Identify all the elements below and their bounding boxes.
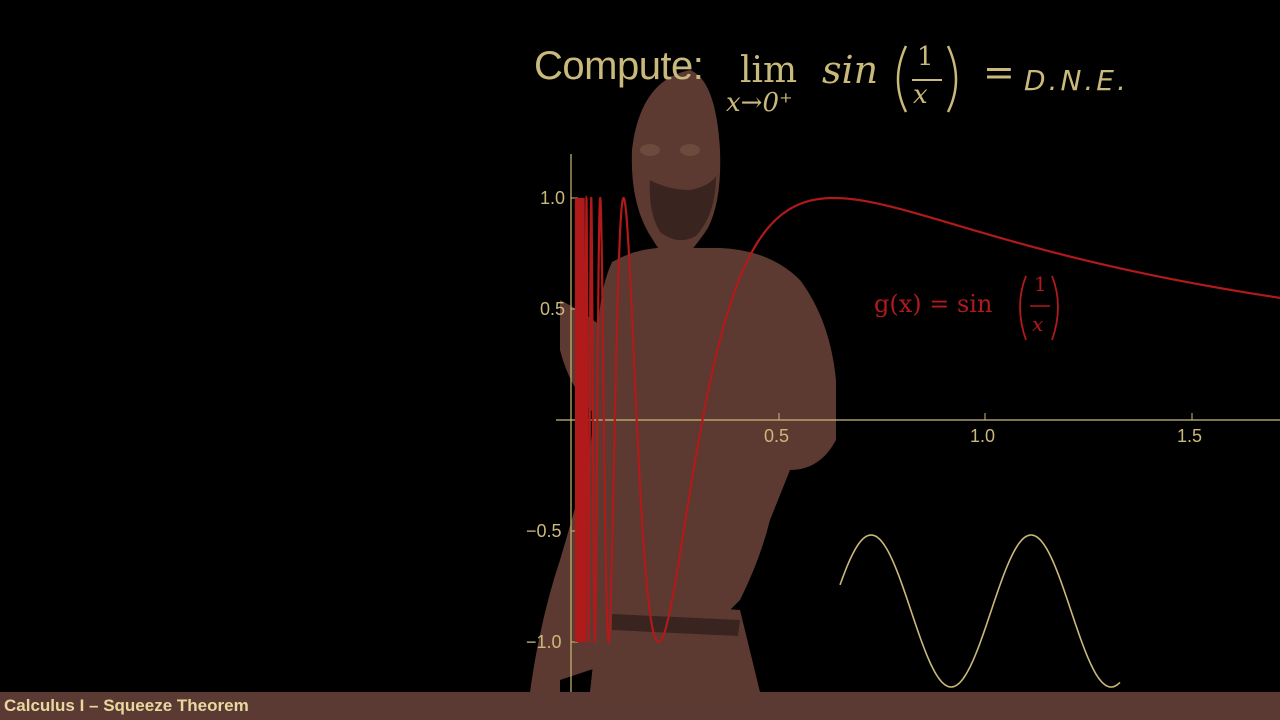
lecture-title: Calculus I – Squeeze Theorem [4,696,249,715]
x-tick-label: 1.0 [970,426,996,446]
hand-drawn-sine-sketch [839,534,1121,688]
limit-operator: lim [740,50,798,91]
graph [556,154,1280,692]
y-tick-label: −0.5 [526,521,562,541]
function-label: g(x) = sin [874,290,993,318]
lecturer-figure [530,70,836,692]
x-tick-label: 0.5 [764,426,790,446]
equals-sign: = [983,50,1015,94]
y-tick-label: 0.5 [540,299,566,319]
limit-subscript: x→0⁺ [726,88,793,118]
footer-bar: Calculus I – Squeeze Theorem [0,692,1280,720]
x-tick-label: 1.5 [1177,426,1203,446]
fraction-numerator: 1 [917,42,934,72]
sin-one-over-x-curve [574,194,1280,644]
handwritten-answer: D.N.E. [1024,64,1129,97]
header-parentheses [896,45,958,113]
function-name: sin [822,48,879,92]
function-label-denominator: x [1032,312,1044,336]
y-tick-label: −1.0 [526,632,562,652]
y-tick-label: 1.0 [540,188,566,208]
fraction-denominator: x [913,80,928,110]
function-label-numerator: 1 [1034,272,1047,296]
compute-label: Compute: [534,44,704,88]
